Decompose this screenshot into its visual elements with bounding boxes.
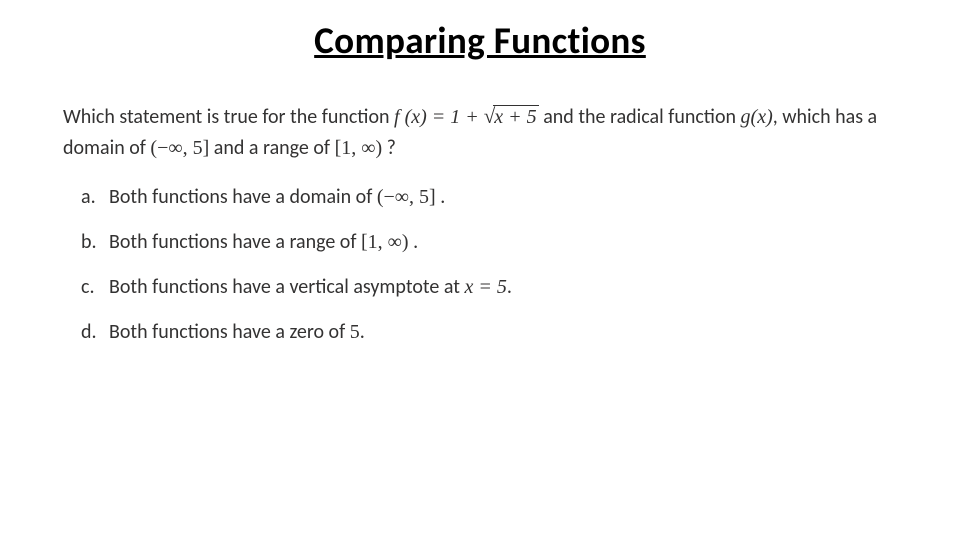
title-wrap: Comparing Functions [0,0,960,63]
choice-marker: a. [81,182,96,213]
gx: g(x) [741,106,773,128]
domain-interval: (−∞, 5] [150,137,209,159]
question-block: Which statement is true for the function… [63,100,903,362]
sqrt-expr: √x + 5 [484,100,539,133]
choice-text-post: . [507,275,512,299]
choice-text-pre: Both functions have a range of [109,230,361,254]
choice-text-post: . [360,320,365,344]
page-title: Comparing Functions [314,18,646,63]
range-interval: [1, ∞) [335,137,383,159]
slide-page: Comparing Functions Which statement is t… [0,0,960,540]
fx-expression: f (x) = 1 + √x + 5 [394,105,543,129]
choice-marker: d. [81,317,97,348]
stem-range-lead: and a range of [209,136,334,160]
stem-end: ? [382,136,396,160]
sqrt-radicand: x + 5 [493,105,538,129]
stem-leadin: Which statement is true for the function [63,105,394,129]
choice-text-pre: Both functions have a zero of [109,320,350,344]
choice-text-pre: Both functions have a vertical asymptote… [109,275,464,299]
choice-d: d. Both functions have a zero of 5. [81,317,903,348]
choice-marker: c. [81,272,95,303]
choice-math: (−∞, 5] [377,186,436,208]
choice-marker: b. [81,227,97,258]
question-stem: Which statement is true for the function… [63,100,903,164]
choice-c: c. Both functions have a vertical asympt… [81,272,903,303]
choice-math: 5 [350,321,360,343]
choice-math: x = 5 [464,276,506,298]
choice-text-pre: Both functions have a domain of [109,185,377,209]
choice-a: a. Both functions have a domain of (−∞, … [81,182,903,213]
choice-b: b. Both functions have a range of [1, ∞)… [81,227,903,258]
choice-text-post: . [436,185,446,209]
choice-math: [1, ∞) [361,231,409,253]
answer-choices: a. Both functions have a domain of (−∞, … [63,182,903,348]
fx-lhs: f (x) = 1 + [394,106,484,128]
stem-mid: and the radical function [543,105,740,129]
choice-text-post: . [409,230,419,254]
